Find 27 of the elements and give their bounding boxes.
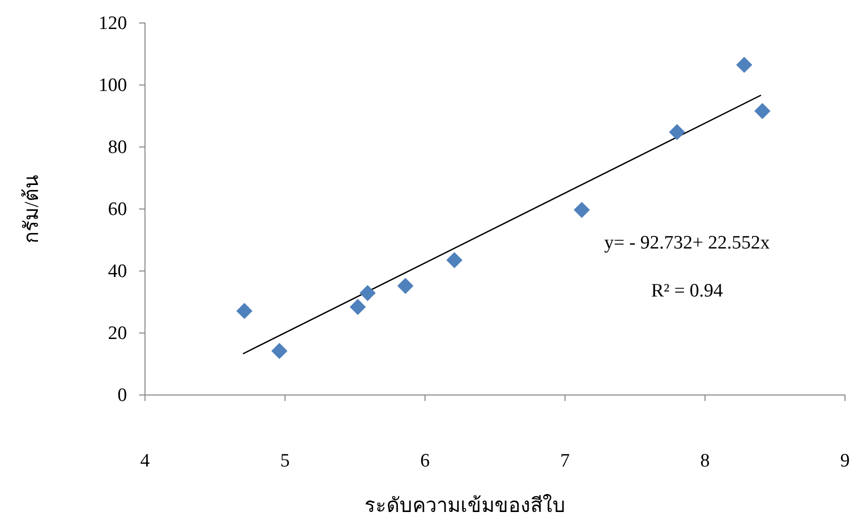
y-tick-label: 100 xyxy=(98,75,127,96)
x-tick-label: 4 xyxy=(140,450,150,472)
point xyxy=(668,124,686,140)
y-tick-label: 0 xyxy=(118,385,127,406)
y-tick-label: 120 xyxy=(98,13,127,34)
point xyxy=(736,56,752,73)
x-axis-title: ระดับความเข้มของสีใบ xyxy=(364,494,566,517)
point xyxy=(350,298,366,316)
point xyxy=(574,202,590,218)
x-tick-label: 5 xyxy=(280,450,290,472)
x-tick-label: 6 xyxy=(420,450,430,472)
x-tick-label: 9 xyxy=(840,450,850,472)
y-tick-label: 80 xyxy=(108,137,127,158)
x-tick-label: 8 xyxy=(700,450,710,472)
point xyxy=(446,252,462,268)
annotation: y= - 92.732+ 22.552x xyxy=(604,232,770,254)
point xyxy=(360,284,376,302)
point xyxy=(271,342,288,360)
y-tick-label: 60 xyxy=(108,199,127,220)
point xyxy=(754,102,770,120)
x-tick-label: 7 xyxy=(560,450,570,472)
point xyxy=(236,302,252,320)
y-tick-label: 20 xyxy=(108,323,127,344)
y-tick-label: 40 xyxy=(108,261,127,282)
y-axis-title: กรัม/ต้น xyxy=(21,174,43,244)
point xyxy=(397,278,414,294)
annotation: R² = 0.94 xyxy=(651,280,724,302)
